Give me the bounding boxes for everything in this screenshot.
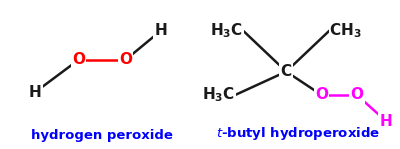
Text: O: O [350,87,363,103]
Text: $\mathregular{CH_3}$: $\mathregular{CH_3}$ [329,21,362,40]
Text: $\it{t}$-butyl hydroperoxide: $\it{t}$-butyl hydroperoxide [216,125,380,142]
Text: H: H [380,114,392,129]
Text: $\mathregular{H_3C}$: $\mathregular{H_3C}$ [202,86,235,104]
Text: H: H [29,84,42,100]
Text: C: C [281,64,292,79]
Text: O: O [315,87,328,103]
Text: $\mathregular{H_3C}$: $\mathregular{H_3C}$ [210,21,243,40]
Text: hydrogen peroxide: hydrogen peroxide [31,129,173,142]
Text: O: O [72,52,85,67]
Text: H: H [154,23,167,38]
Text: O: O [119,52,132,67]
